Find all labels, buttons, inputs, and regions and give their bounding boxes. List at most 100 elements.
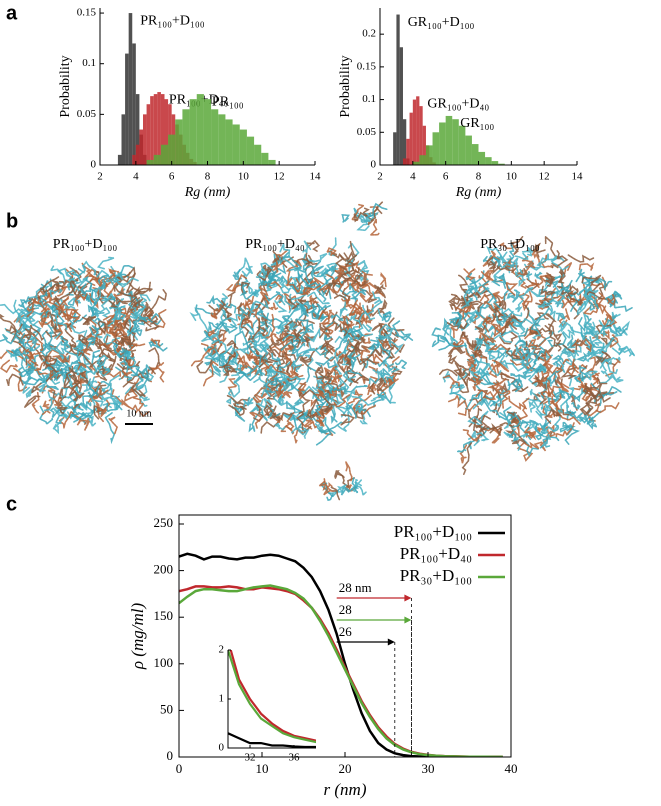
polymer-chain [557, 323, 568, 334]
polymer-chain [532, 242, 546, 254]
polymer-chain [220, 309, 231, 322]
polymer-chain [92, 341, 107, 350]
x-tick-label: 20 [339, 761, 352, 776]
polymer-chain [246, 343, 262, 366]
polymer-chain [357, 289, 384, 303]
polymer-chain [583, 370, 600, 382]
panel-label: a [6, 2, 18, 24]
polymer-chain [316, 266, 327, 277]
polymer-chain [43, 355, 52, 367]
polymer-chain [75, 399, 92, 411]
polymer-chain [125, 319, 139, 334]
polymer-chain [606, 293, 616, 306]
polymer-chain [521, 247, 535, 257]
polymer-chain [46, 394, 58, 414]
polymer-chain [505, 347, 523, 360]
polymer-chain [289, 282, 304, 295]
polymer-chain [390, 328, 405, 338]
y-axis-label: Probability [58, 55, 73, 117]
polymer-chain [475, 388, 497, 401]
polymer-chain [13, 367, 28, 392]
polymer-chain [516, 442, 534, 462]
polymer-chain [343, 326, 356, 339]
polymer-chain [330, 313, 344, 321]
y-tick-label: 0.05 [77, 108, 97, 120]
polymer-chain [534, 423, 544, 441]
polymer-chain [522, 438, 540, 458]
polymer-chain [322, 344, 340, 357]
polymer-chain [473, 285, 491, 296]
histogram-bar [246, 136, 255, 165]
polymer-chain [218, 317, 237, 329]
polymer-chain [474, 325, 486, 333]
polymer-chain [27, 354, 39, 370]
histogram-bar [189, 99, 197, 165]
polymer-chain [512, 376, 522, 387]
polymer-chain [237, 353, 249, 368]
polymer-chain [459, 365, 470, 373]
polymer-chain [83, 316, 96, 325]
polymer-chain [577, 387, 590, 399]
polymer-chain [6, 373, 24, 387]
polymer-chain [336, 370, 342, 383]
polymer-chain [274, 335, 292, 367]
polymer-chain [121, 346, 135, 360]
polymer-chain [68, 280, 77, 294]
polymer-chain [11, 349, 26, 357]
y-axis-label: ρ (mg/ml) [128, 603, 147, 671]
polymer-chain [378, 389, 392, 404]
polymer-chain [49, 288, 64, 298]
polymer-chain [211, 336, 227, 355]
polymer-chain [45, 357, 59, 373]
polymer-chain [381, 377, 399, 393]
polymer-chain [320, 340, 335, 353]
polymer-chain [323, 321, 334, 341]
polymer-chain [363, 202, 388, 219]
polymer-chain [480, 269, 494, 279]
polymer-chain [533, 271, 543, 280]
polymer-chain [581, 274, 602, 284]
polymer-chain [495, 313, 512, 322]
polymer-chain [358, 311, 376, 323]
polymer-chain [543, 275, 556, 285]
polymer-chain [205, 294, 225, 307]
polymer-chain [328, 386, 340, 399]
polymer-chain [101, 392, 120, 402]
polymer-chain [595, 402, 620, 414]
series-label: GR₁₀₀ [460, 116, 494, 131]
x-tick-label: 12 [274, 171, 285, 183]
polymer-chain [81, 315, 97, 325]
polymer-chain [263, 363, 278, 380]
histogram-bar [125, 53, 129, 166]
polymer-chain [534, 325, 551, 336]
polymer-chain [283, 361, 298, 383]
polymer-chain [148, 346, 161, 370]
histogram-bar [419, 106, 423, 165]
polymer-chain [18, 299, 33, 314]
y-tick-label: 0 [371, 159, 377, 171]
polymer-chain [18, 331, 30, 346]
polymer-chain [515, 339, 539, 349]
polymer-chain [479, 332, 495, 345]
polymer-chain [344, 276, 369, 288]
polymer-chain [311, 265, 329, 278]
polymer-chain [609, 334, 619, 349]
polymer-chain [79, 371, 88, 388]
polymer-chain [14, 332, 26, 345]
polymer-chain [20, 311, 39, 327]
polymer-chain [54, 293, 71, 304]
polymer-chain [319, 324, 331, 339]
polymer-chain [451, 339, 465, 351]
polymer-chain [540, 348, 552, 365]
polymer-chain [498, 273, 511, 301]
polymer-chain [499, 242, 519, 250]
polymer-chain [511, 265, 527, 289]
x-axis-label: Rg (nm) [455, 185, 502, 200]
polymer-chain [234, 330, 249, 349]
polymer-chain [36, 293, 48, 307]
y-tick-label: 0.15 [77, 7, 97, 19]
polymer-chain [556, 250, 569, 267]
polymer-chain [536, 253, 549, 269]
polymer-chain [190, 346, 215, 367]
